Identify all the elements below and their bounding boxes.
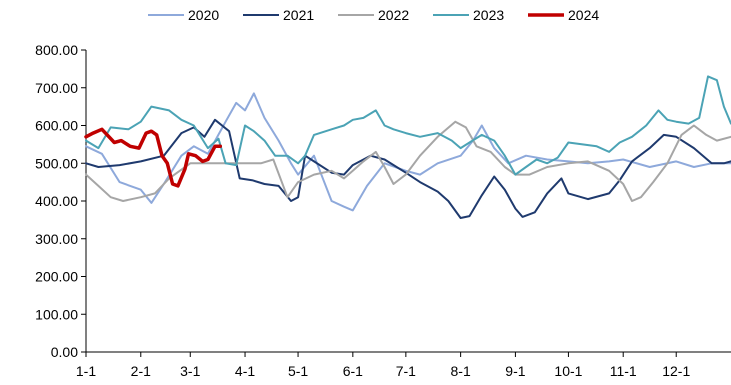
series-line-2022 [85, 120, 731, 202]
x-tick-label: 8-1 [451, 363, 471, 379]
legend-label: 2020 [188, 7, 219, 23]
y-tick-label: 0.00 [51, 344, 78, 360]
plot-area [84, 75, 731, 219]
legend-label: 2022 [378, 7, 409, 23]
x-tick-label: 7-1 [396, 363, 416, 379]
x-tick-label: 12-1 [662, 363, 690, 379]
legend-item-2024: 2024 [528, 7, 599, 23]
y-axis: 800.00 700.00 600.00 500.00 400.00 300.00 200.… [35, 42, 87, 360]
y-tick-label: 100.00 [35, 306, 78, 322]
y-tick-label: 700.00 [35, 80, 78, 96]
legend-item-2020: 2020 [148, 7, 219, 23]
x-tick-label: 5-1 [288, 363, 308, 379]
legend-label: 2021 [283, 7, 314, 23]
y-tick-label: 500.00 [35, 155, 78, 171]
x-tick-label: 3-1 [180, 363, 200, 379]
y-tick-label: 800.00 [35, 42, 78, 58]
series-line-2023 [85, 75, 731, 176]
x-tick-label: 1-1 [76, 363, 96, 379]
legend-item-2022: 2022 [338, 7, 409, 23]
series-line-2024 [84, 127, 223, 188]
series-line-2020 [85, 92, 731, 212]
x-tick-label: 9-1 [505, 363, 525, 379]
x-tick-label: 4-1 [235, 363, 255, 379]
x-tick-label: 6-1 [343, 363, 363, 379]
x-axis: 1-1 2-1 3-1 4-1 5-1 6-1 7-1 8-1 9-1 10-1 11-1 12-1 [76, 351, 731, 379]
y-tick-label: 300.00 [35, 231, 78, 247]
y-tick-label: 200.00 [35, 269, 78, 285]
legend-label: 2024 [568, 7, 599, 23]
legend: 2020 2021 2022 2023 2024 [148, 7, 599, 23]
x-tick-label: 2-1 [131, 363, 151, 379]
legend-item-2021: 2021 [243, 7, 314, 23]
x-tick-label: 11-1 [610, 363, 637, 379]
legend-item-2023: 2023 [433, 7, 504, 23]
legend-label: 2023 [473, 7, 504, 23]
y-tick-label: 400.00 [35, 193, 78, 209]
x-tick-label: 10-1 [554, 363, 582, 379]
y-tick-label: 600.00 [35, 118, 78, 134]
